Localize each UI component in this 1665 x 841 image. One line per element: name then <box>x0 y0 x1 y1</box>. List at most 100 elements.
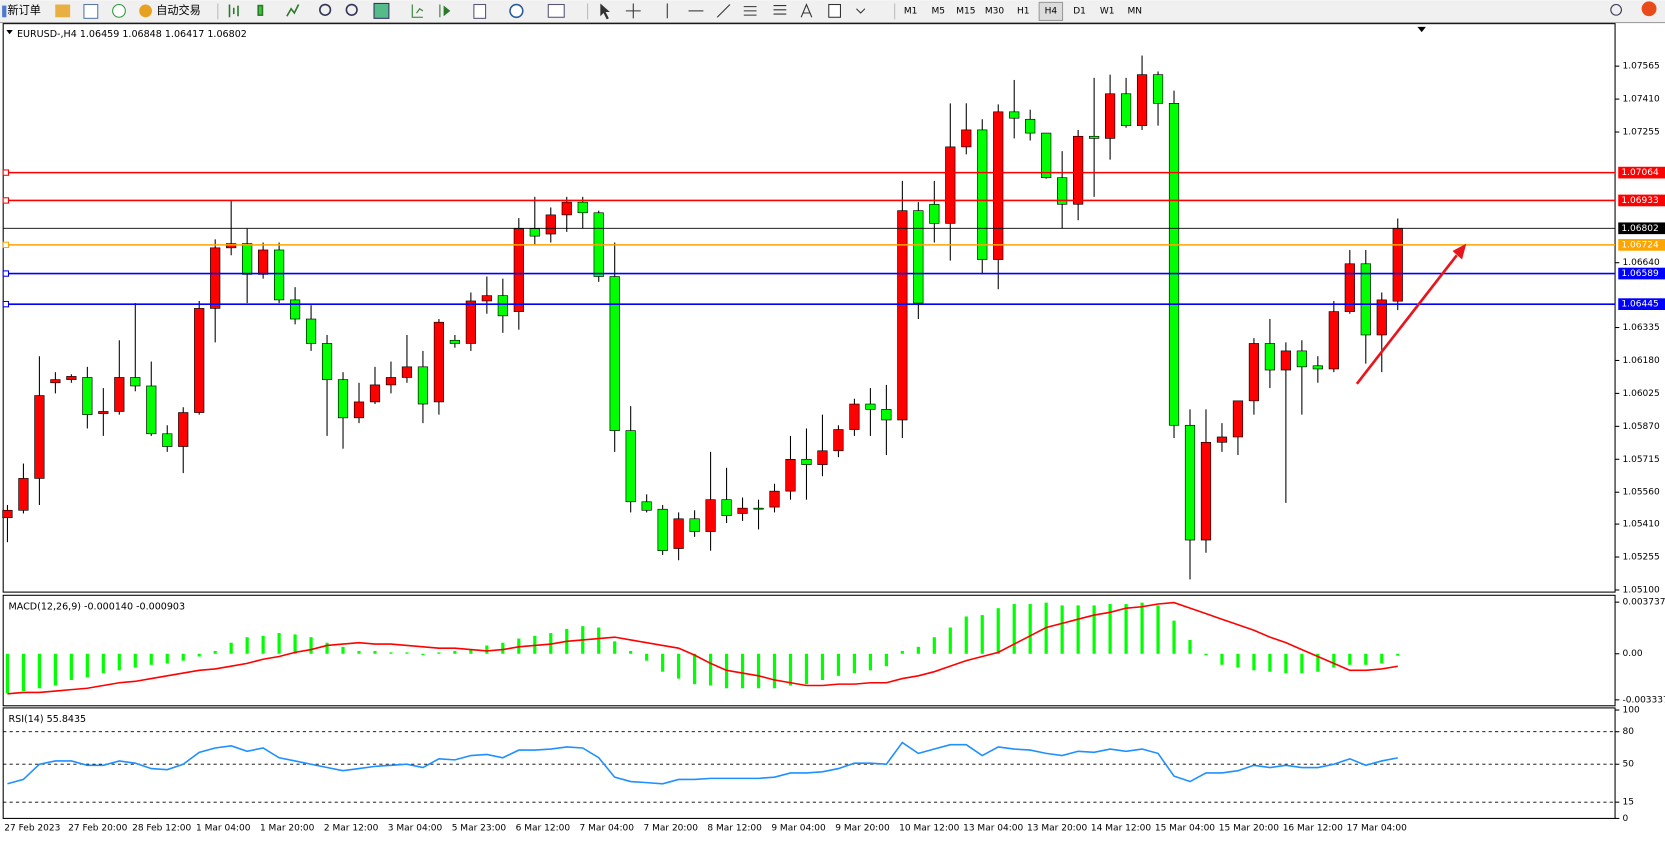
timeframe-bar: M1 M5 M15 M30 H1 H4 D1 W1 MN <box>904 1 1143 21</box>
timeframe-button[interactable]: M1 <box>904 6 918 16</box>
candle-body <box>146 385 157 435</box>
icon[interactable] <box>286 4 300 17</box>
chart-type-icons[interactable] <box>228 4 300 18</box>
macd-bar <box>804 653 809 685</box>
macd-bar <box>485 645 489 654</box>
macd-bar <box>501 642 505 654</box>
fibo-tool[interactable] <box>773 5 787 15</box>
timeframe-button[interactable]: H1 <box>1017 6 1030 16</box>
candle-body <box>385 377 397 386</box>
macd-bar <box>1012 604 1016 654</box>
icon[interactable] <box>112 3 126 18</box>
timeframe-button[interactable]: M5 <box>931 6 945 16</box>
candle-body <box>130 377 141 387</box>
notifications[interactable] <box>1641 1 1657 17</box>
x-tick-label: 7 Mar 04:00 <box>580 823 635 833</box>
candle-body <box>769 490 780 508</box>
indicators[interactable] <box>473 3 487 19</box>
candle-body <box>1264 343 1276 371</box>
macd-bar <box>756 653 761 689</box>
candle-body <box>178 412 189 447</box>
x-tick-label: 9 Mar 04:00 <box>771 823 826 833</box>
x-tick-label: 3 Mar 04:00 <box>388 823 443 833</box>
candle-body <box>1089 135 1100 139</box>
y-tick-label: 1.06640 <box>1622 258 1660 268</box>
icon[interactable] <box>55 4 71 18</box>
timeframe-button[interactable]: M15 <box>956 6 975 16</box>
candle-body <box>1392 227 1403 302</box>
macd-bar <box>852 653 857 674</box>
candle-body <box>274 249 285 301</box>
autoscroll[interactable] <box>411 4 424 18</box>
timeframe-button[interactable]: D1 <box>1073 6 1086 16</box>
icon[interactable] <box>257 4 264 16</box>
chart-shift[interactable] <box>439 4 451 18</box>
macd-bar <box>69 653 73 681</box>
candle-body <box>1248 343 1260 402</box>
channel-tool[interactable] <box>743 6 757 16</box>
candle-body <box>1376 299 1387 336</box>
macd-bar <box>21 653 26 692</box>
candle-body <box>881 409 892 421</box>
macd-bar <box>101 653 105 674</box>
y-tick-label: 1.07255 <box>1622 128 1659 138</box>
candle-body <box>1312 365 1323 370</box>
macd-bar <box>453 651 457 654</box>
zoom-out[interactable] <box>345 3 358 16</box>
candle-body <box>609 276 620 431</box>
candle-body <box>98 411 109 414</box>
macd-bar <box>1284 653 1288 674</box>
cursor-tool[interactable] <box>600 3 610 20</box>
y-tick-label: 80 <box>1622 727 1634 737</box>
icon[interactable] <box>139 4 152 18</box>
periods[interactable] <box>509 3 524 19</box>
macd-bar <box>645 653 649 661</box>
candle-body <box>321 343 333 380</box>
macd-bar <box>373 651 377 654</box>
arrows-tool[interactable] <box>856 8 866 14</box>
timeframe-button[interactable]: H4 <box>1045 6 1058 16</box>
timeframe-button[interactable]: M30 <box>985 6 1005 16</box>
macd-bar <box>1172 620 1176 654</box>
macd-bar <box>1268 653 1272 672</box>
candle-body <box>289 299 301 320</box>
candle-body <box>66 376 77 380</box>
y-tick-label: 100 <box>1622 706 1639 716</box>
search[interactable] <box>1610 3 1622 16</box>
crosshair-tool[interactable] <box>625 3 641 19</box>
level-tag <box>1618 166 1665 179</box>
macd-bar <box>1028 604 1032 654</box>
new-order-button[interactable]: 新订单 <box>7 3 40 17</box>
templates[interactable] <box>547 3 565 18</box>
candle-body <box>529 228 540 237</box>
icon[interactable] <box>228 4 239 18</box>
bid-label: 1.06802 <box>1621 224 1658 234</box>
timeframe-button[interactable]: W1 <box>1100 6 1115 16</box>
text-tool[interactable] <box>800 3 813 18</box>
candle-body <box>258 249 269 275</box>
macd-bar <box>213 651 217 654</box>
macd-bar <box>293 634 297 654</box>
candle-body <box>210 247 221 309</box>
candle-body <box>1120 93 1132 126</box>
macd-bar <box>389 652 393 654</box>
label-tool[interactable] <box>828 3 842 18</box>
tile-windows[interactable] <box>373 2 390 19</box>
zoom-in[interactable] <box>319 3 332 16</box>
x-tick-label: 17 Mar 04:00 <box>1347 823 1407 833</box>
indicator-line <box>7 741 1398 785</box>
candle-body <box>226 243 237 249</box>
x-tick-label: 2 Mar 12:00 <box>324 823 379 833</box>
plot-layer: 1.07565 1.07410 1.07255 1.06640 1.06335 1.061… <box>2 29 1665 833</box>
panel-title: RSI(14) 55.8435 <box>9 714 87 725</box>
y-tick-label: 1.05255 <box>1622 553 1659 563</box>
auto-trading-button[interactable]: 自动交易 <box>156 3 201 17</box>
trendline-tool[interactable] <box>716 4 731 18</box>
icon[interactable] <box>83 3 99 19</box>
level-label: 1.06589 <box>1621 269 1659 279</box>
timeframe-button[interactable]: MN <box>1128 6 1143 16</box>
shift-marker <box>1417 26 1426 33</box>
macd-bar <box>1108 604 1112 654</box>
macd-bar <box>437 652 441 654</box>
y-tick-label: -0.003337 <box>1622 695 1665 705</box>
